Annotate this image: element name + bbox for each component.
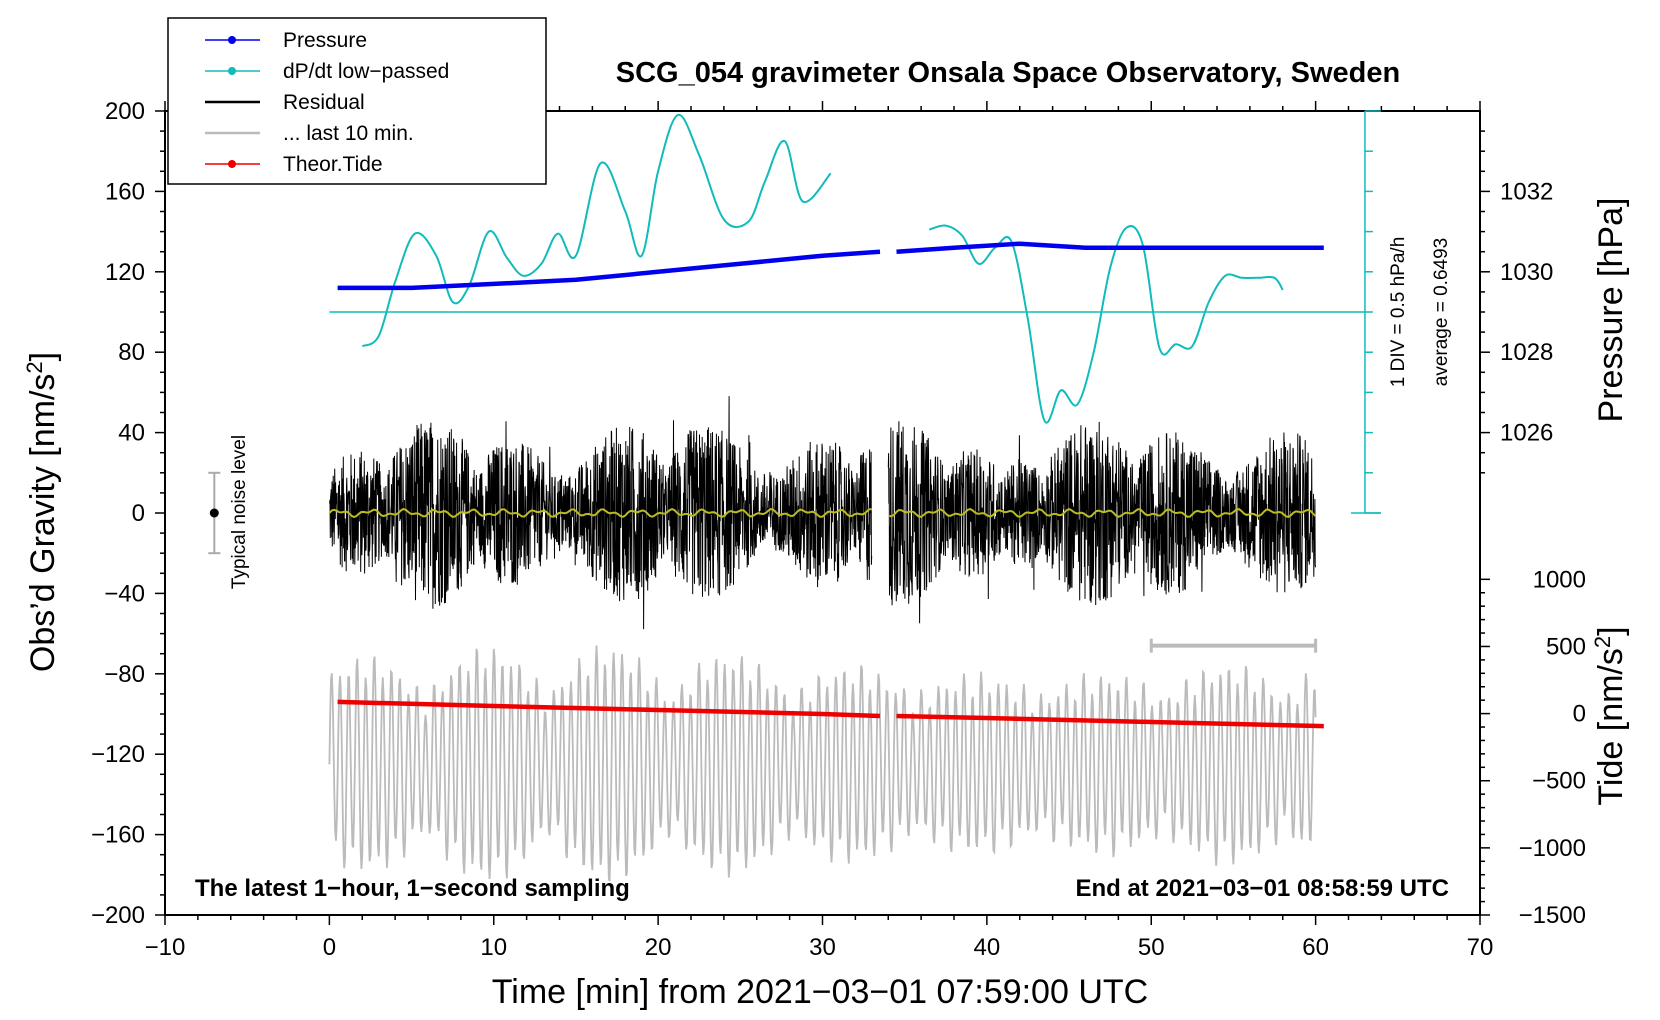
tide-tick-label: 1000 (1533, 566, 1586, 593)
legend-marker (228, 160, 236, 168)
end-time-note: End at 2021−03−01 08:58:59 UTC (1075, 875, 1449, 902)
tide-trace (896, 713, 1324, 729)
pressure-tick-label: 1026 (1500, 420, 1553, 447)
legend-label: Pressure (283, 29, 367, 52)
average-label: average = 0.6493 (1431, 238, 1452, 386)
legend: Pressure dP/dt low−passed Residual ... last… (167, 17, 547, 185)
y-tick-label: −200 (91, 902, 145, 929)
x-axis-title: Time [min] from 2021−03−01 07:59:00 UTC (492, 973, 1148, 1011)
pressure-tick-label: 1032 (1500, 178, 1553, 205)
noise-level-label: Typical noise level (229, 435, 250, 589)
y-tick-label: −120 (91, 741, 145, 768)
dpdt-trace (929, 224, 1284, 424)
x-tick-label: 50 (1138, 934, 1165, 961)
legend-label: Residual (283, 91, 365, 114)
residual-lowpass-trace (328, 507, 1317, 519)
scale-bar-label: 1 DIV = 0.5 hPa/h (1388, 237, 1409, 388)
tide-tick-label: −1500 (1519, 902, 1586, 929)
chart-title: SCG_054 gravimeter Onsala Space Observat… (616, 57, 1400, 89)
x-tick-label: −10 (145, 934, 186, 961)
dpdt-trace (361, 113, 832, 348)
noise-bar-point (209, 508, 219, 518)
tide-tick-label: 500 (1546, 633, 1586, 660)
x-tick-label: 30 (809, 934, 836, 961)
tick-labels: −10 0 10 20 30 40 50 60 70 200 160 120 80 40 0 −40 −80 −1… (91, 98, 1586, 961)
y-axis-title-left: Obs’d Gravity [nm/s2] (22, 352, 62, 672)
pressure-tick-label: 1030 (1500, 259, 1553, 286)
data-traces (208, 110, 1381, 882)
pressure-trace (337, 249, 881, 291)
x-tick-label: 20 (645, 934, 672, 961)
legend-label: dP/dt low−passed (283, 60, 449, 83)
y-tick-label: 0 (132, 500, 145, 527)
x-tick-label: 70 (1467, 934, 1494, 961)
pressure-trace (896, 241, 1324, 254)
y-tick-label: 120 (105, 259, 145, 286)
tide-trace (337, 699, 881, 719)
legend-marker (228, 36, 236, 44)
y-tick-label: 160 (105, 178, 145, 205)
sampling-note: The latest 1−hour, 1−second sampling (195, 875, 630, 902)
tide-tick-label: −500 (1532, 768, 1586, 795)
tide-tick-label: 0 (1573, 701, 1586, 728)
last-10-min-trace (328, 645, 1317, 882)
legend-label: ... last 10 min. (283, 122, 414, 145)
y-axis-title-tide: Tide [nm/s2] (1590, 626, 1630, 805)
y-tick-label: 80 (118, 339, 145, 366)
y-axis-title-pressure: Pressure [hPa] (1592, 198, 1630, 423)
tide-tick-label: −1000 (1519, 835, 1586, 862)
legend-label: Theor.Tide (283, 153, 383, 176)
y-tick-label: −80 (104, 661, 145, 688)
y-tick-label: 40 (118, 420, 145, 447)
pressure-tick-label: 1028 (1500, 339, 1553, 366)
x-tick-label: 0 (323, 934, 336, 961)
x-tick-label: 40 (974, 934, 1001, 961)
x-tick-label: 60 (1302, 934, 1329, 961)
residual-trace (328, 396, 1316, 630)
y-tick-label: −160 (91, 822, 145, 849)
y-tick-label: 200 (105, 98, 145, 125)
legend-marker (228, 67, 236, 75)
x-tick-label: 10 (480, 934, 507, 961)
y-tick-label: −40 (104, 580, 145, 607)
